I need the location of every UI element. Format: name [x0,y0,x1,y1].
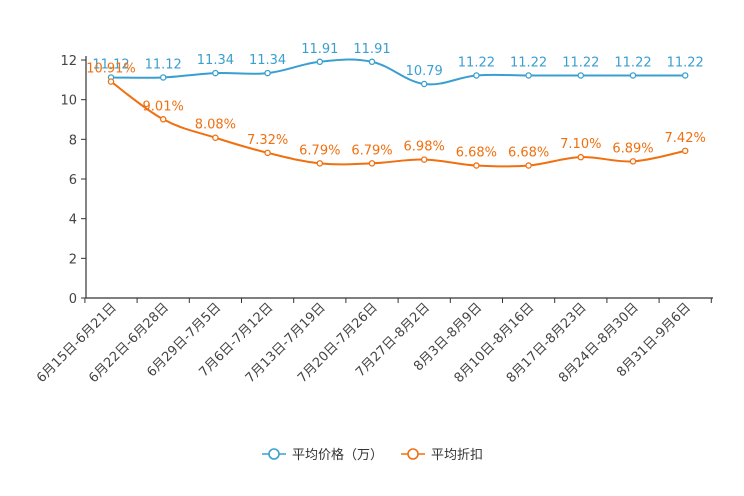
series-line [110,58,686,86]
data-label: 7.42% [665,131,706,146]
data-label: 6.68% [456,146,497,161]
data-label: 6.68% [508,146,549,161]
legend-label: 平均折扣 [431,448,483,463]
data-point[interactable] [473,162,480,169]
legend-marker-icon [407,448,419,460]
data-label: 7.10% [560,137,601,152]
data-point[interactable] [420,80,428,88]
data-label: 11.12 [145,57,182,72]
data-point[interactable] [107,78,115,85]
chart-axes: 0246810126月15日-6月21日6月22日-6月28日6月29日-7月5… [34,54,713,386]
y-tick-label: 4 [69,213,77,228]
y-tick-label: 0 [69,292,77,307]
legend-label: 平均价格（万） [292,447,383,463]
data-point[interactable] [264,149,271,157]
data-label: 11.22 [667,55,704,70]
legend-item-0[interactable]: 平均价格（万） [262,447,383,463]
data-label: 10.79 [406,64,443,79]
data-point[interactable] [629,158,637,165]
data-label: 11.22 [614,55,651,70]
series-layer: 11.12 11.12 11.34 11.34 11.91 11.91 10.79 11.22… [86,42,706,169]
data-point[interactable] [473,72,480,79]
series-1: 10.91% 9.01% 8.08% 7.32% 6.79% 6.79% 6.98% 6.68… [86,62,706,169]
data-label: 11.91 [353,42,390,57]
data-label: 9.01% [143,99,184,114]
data-point[interactable] [525,162,532,169]
data-point[interactable] [681,72,689,79]
chart-legend[interactable]: 平均价格（万） 平均折扣 [262,447,483,463]
data-label: 11.12 [92,57,129,72]
data-point[interactable] [368,58,376,66]
data-point[interactable] [577,72,585,79]
y-tick-label: 10 [60,94,77,109]
series-line [110,80,686,168]
data-point[interactable] [212,134,219,141]
data-point[interactable] [525,72,532,79]
data-point[interactable] [159,74,167,81]
data-label: 11.22 [562,55,599,70]
y-tick-label: 2 [69,252,77,267]
data-label: 11.22 [510,55,547,70]
data-label: 11.34 [197,53,234,68]
data-label: 10.91% [86,62,136,77]
data-label: 11.34 [249,53,286,68]
legend-item-1[interactable]: 平均折扣 [401,448,483,463]
data-label: 7.32% [247,133,288,148]
data-label: 11.91 [301,42,338,57]
legend-marker-icon [268,448,280,460]
data-point[interactable] [420,156,428,163]
data-point[interactable] [681,147,689,155]
data-point[interactable] [316,160,324,167]
data-label: 8.08% [195,118,236,133]
data-point[interactable] [159,116,167,123]
data-point[interactable] [577,153,585,161]
data-label: 6.79% [299,143,340,158]
data-point[interactable] [264,69,271,77]
data-point[interactable] [368,160,376,167]
data-label: 11.22 [458,55,495,70]
data-point[interactable] [316,58,324,66]
y-tick-label: 12 [60,54,77,69]
y-tick-label: 8 [69,133,77,148]
y-tick-label: 6 [69,173,77,188]
series-0: 11.12 11.12 11.34 11.34 11.91 11.91 10.79 11.22… [92,42,704,88]
data-label: 6.89% [612,141,653,156]
data-point[interactable] [629,72,637,79]
data-label: 6.98% [404,140,445,155]
data-point[interactable] [212,69,219,77]
data-label: 6.79% [351,143,392,158]
